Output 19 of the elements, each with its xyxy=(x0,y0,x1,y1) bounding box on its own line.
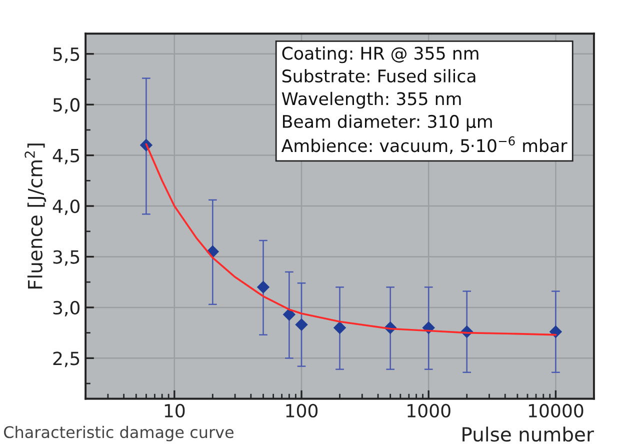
y-tick-label: 4,5 xyxy=(52,149,80,164)
y-tick-label: 5,0 xyxy=(53,98,80,114)
text: Characteristic damage curve xyxy=(4,426,234,442)
annotation: Ambience: vacuum, 5·10$^{−6}$ mbar xyxy=(281,136,568,154)
y-tick-label: 3,5 xyxy=(53,250,80,266)
annotation: Wavelength: 355 nm xyxy=(282,92,461,109)
y-tick-label: 2,5 xyxy=(53,352,80,368)
y-tick-label: 4,0 xyxy=(52,199,80,215)
x-axis-title: Pulse number xyxy=(462,426,594,442)
x-tick-label: 10 xyxy=(164,404,185,418)
x-tick-label: 1000 xyxy=(408,404,450,418)
annotation: Beam diameter: 310 µm xyxy=(283,114,492,132)
annotation: Coating: HR @ 355 nm xyxy=(282,46,478,64)
y-axis-title: Fluence [J/cm$^{2}$] xyxy=(24,144,46,289)
x-tick-label: 10000 xyxy=(528,404,584,418)
x-tick-label: 100 xyxy=(286,404,318,418)
annotation: Substrate: Fused silica xyxy=(282,69,476,83)
y-tick-label: 5,5 xyxy=(53,48,80,63)
y-tick-label: 3,0 xyxy=(53,300,80,316)
